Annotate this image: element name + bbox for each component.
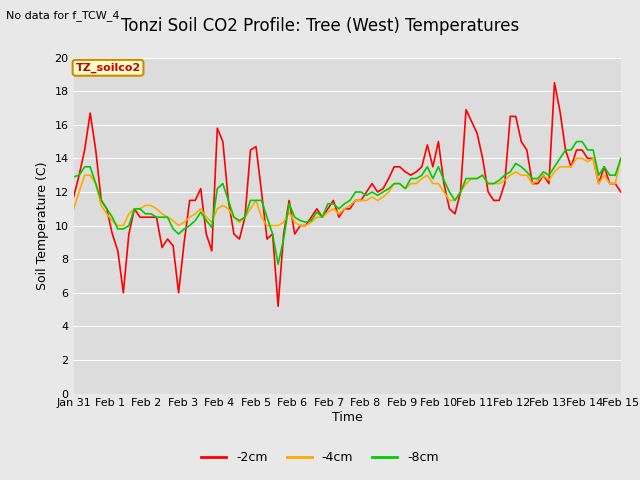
-8cm [175, 231, 182, 237]
-2cm [357, 198, 365, 204]
-4cm [573, 156, 580, 161]
-4cm [357, 198, 365, 204]
Text: TZ_soilco2: TZ_soilco2 [76, 63, 141, 73]
-8cm [401, 186, 409, 192]
-4cm [180, 219, 188, 225]
-8cm [197, 209, 205, 215]
-8cm [617, 156, 625, 161]
-2cm [617, 189, 625, 195]
Y-axis label: Soil Temperature (C): Soil Temperature (C) [36, 161, 49, 290]
Line: -8cm: -8cm [74, 142, 621, 264]
-4cm [584, 159, 591, 165]
-2cm [275, 303, 282, 309]
Line: -4cm: -4cm [74, 158, 621, 226]
-2cm [70, 194, 77, 200]
-2cm [175, 290, 182, 296]
-8cm [600, 164, 608, 170]
-8cm [584, 147, 591, 153]
-4cm [401, 186, 409, 192]
-2cm [401, 169, 409, 175]
-2cm [550, 80, 558, 85]
-2cm [197, 186, 205, 192]
-2cm [584, 156, 591, 161]
-8cm [275, 261, 282, 267]
Line: -2cm: -2cm [74, 83, 621, 306]
-8cm [573, 139, 580, 144]
Text: No data for f_TCW_4: No data for f_TCW_4 [6, 10, 120, 21]
-4cm [617, 156, 625, 161]
-2cm [600, 164, 608, 170]
X-axis label: Time: Time [332, 411, 363, 424]
-4cm [600, 172, 608, 178]
Legend: -2cm, -4cm, -8cm: -2cm, -4cm, -8cm [196, 446, 444, 469]
Text: Tonzi Soil CO2 Profile: Tree (West) Temperatures: Tonzi Soil CO2 Profile: Tree (West) Temp… [121, 17, 519, 35]
-4cm [202, 214, 210, 220]
-4cm [70, 206, 77, 212]
-4cm [114, 223, 122, 228]
-8cm [357, 189, 365, 195]
-8cm [70, 174, 77, 180]
